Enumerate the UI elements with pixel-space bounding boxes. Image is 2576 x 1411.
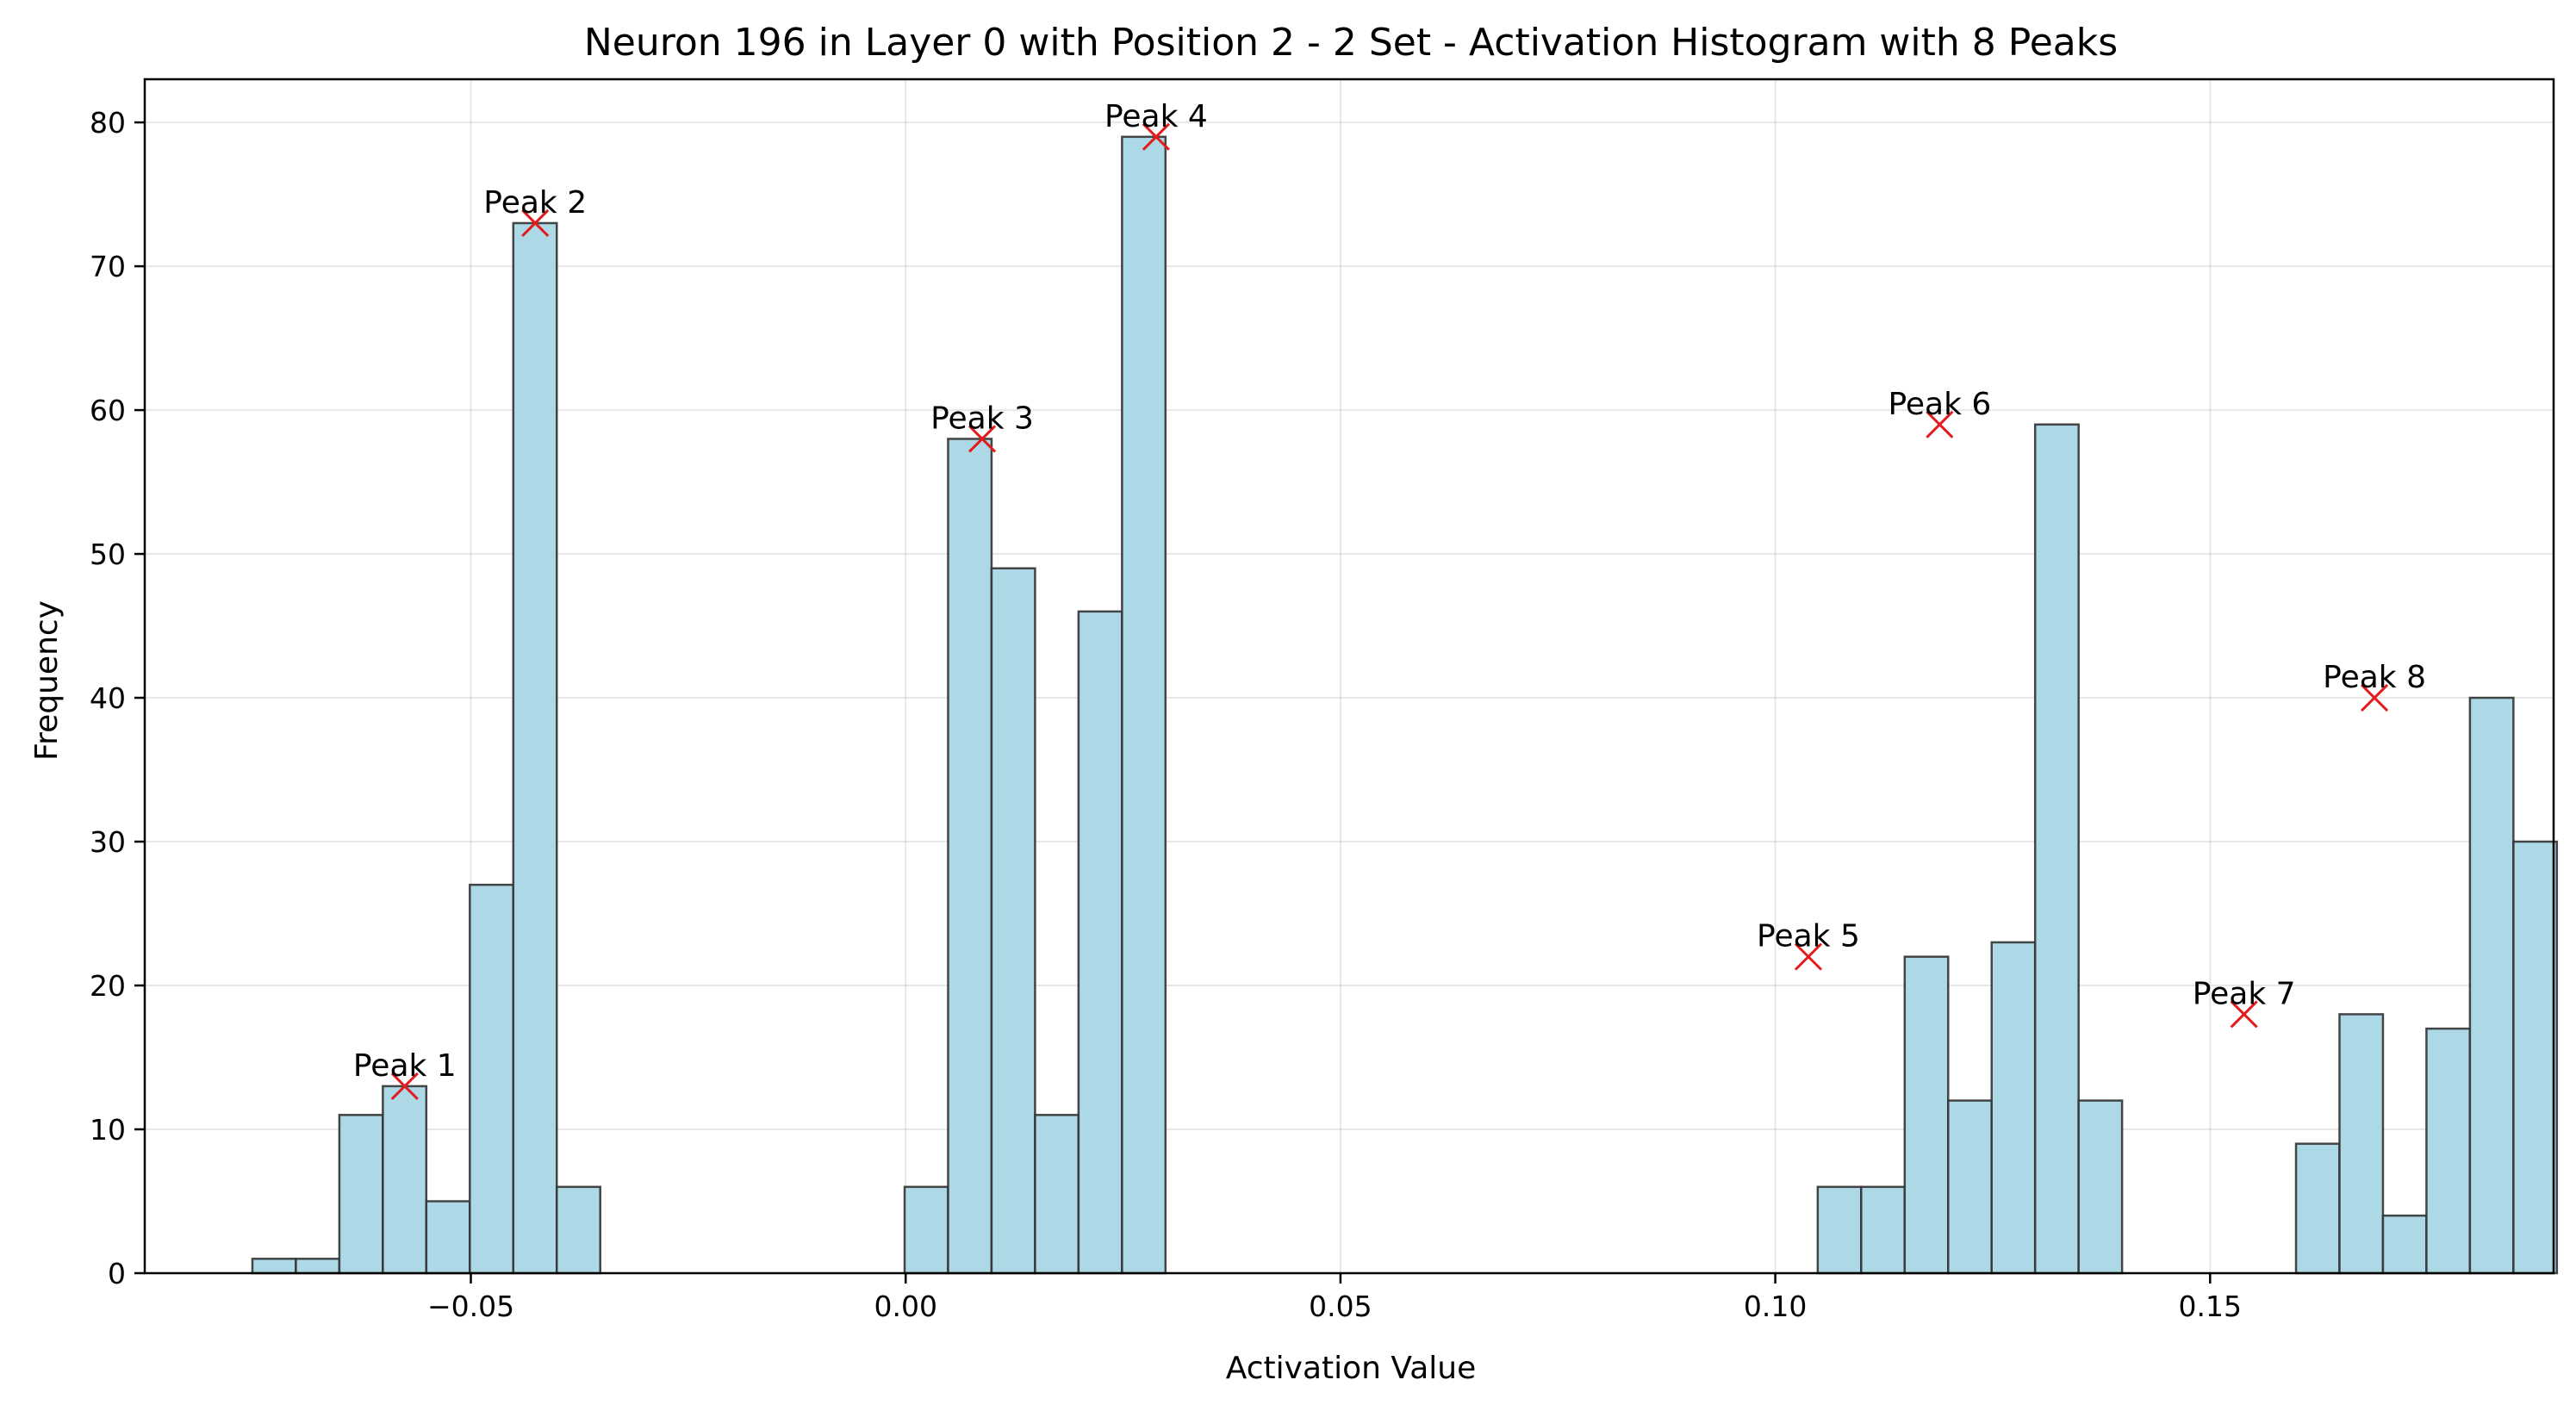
y-tick-label: 0 [108, 1257, 126, 1290]
histogram-bar [512, 221, 558, 1275]
chart-title: Neuron 196 in Layer 0 with Position 2 - … [584, 21, 2118, 65]
x-axis-ticks: −0.05 0.00 0.05 0.10 0.15 [427, 1273, 2242, 1323]
peak-label: Peak 3 [930, 401, 1034, 436]
peak-label: Peak 8 [2323, 660, 2426, 695]
peak-markers: Peak 1 Peak 2 Peak 3 Peak 4 Peak 5 Peak 6 Peak… [353, 99, 2426, 1100]
histogram-bar [1034, 1114, 1080, 1275]
histogram-bar [1860, 1185, 1907, 1275]
x-axis-label: Activation Value [1226, 1351, 1477, 1386]
y-tick-label: 80 [90, 106, 126, 140]
y-tick-label: 60 [90, 394, 126, 427]
histogram-bar [2512, 840, 2559, 1275]
x-tick-label: 0.15 [2179, 1290, 2242, 1323]
peak-label: Peak 7 [2193, 976, 2296, 1011]
histogram-bar [1816, 1185, 1863, 1275]
histogram-bar [2294, 1142, 2341, 1275]
histogram-bar [2381, 1214, 2428, 1275]
x-tick-label: 0.05 [1309, 1290, 1372, 1323]
histogram-bar [382, 1085, 428, 1275]
y-tick-label: 10 [90, 1113, 126, 1147]
histogram-bar [1947, 1099, 1993, 1275]
peak-label: Peak 1 [353, 1048, 457, 1084]
histogram-bar [1903, 955, 1950, 1275]
histogram-bar [2468, 696, 2515, 1275]
histogram-bar [338, 1114, 384, 1275]
histogram-bar [1990, 941, 2037, 1275]
peak-marker [2230, 1000, 2258, 1029]
y-tick-label: 40 [90, 681, 126, 715]
y-tick-label: 20 [90, 969, 126, 1003]
histogram-bar [251, 1258, 297, 1275]
peak-label: Peak 2 [483, 185, 587, 221]
y-tick-label: 70 [90, 250, 126, 283]
peak-marker [2361, 683, 2389, 712]
peak-marker [390, 1072, 419, 1100]
x-tick-label: −0.05 [427, 1290, 514, 1323]
histogram-bar [295, 1258, 341, 1275]
histogram-bar [2033, 423, 2080, 1275]
y-tick-label: 30 [90, 825, 126, 859]
histogram-bar [1077, 610, 1123, 1275]
histogram-bar [947, 438, 993, 1275]
histogram-bar [1121, 135, 1167, 1275]
x-tick-label: 0.10 [1744, 1290, 1807, 1323]
histogram-bar [990, 567, 1036, 1275]
histogram-bar [2425, 1027, 2472, 1275]
y-axis-label: Frequency [29, 600, 65, 761]
histogram-bar [555, 1185, 601, 1275]
y-tick-label: 50 [90, 538, 126, 571]
histogram-bar [903, 1185, 949, 1275]
peak-marker [521, 208, 550, 238]
peak-label: Peak 5 [1757, 919, 1860, 954]
peak-marker [1794, 942, 1823, 971]
plot-frame [143, 78, 2555, 1275]
peak-marker [968, 425, 997, 453]
y-axis-ticks: 0 10 20 30 40 50 60 70 80 [90, 106, 145, 1290]
histogram-bar [2338, 1013, 2385, 1275]
histogram-bar [425, 1200, 471, 1275]
peak-marker [1142, 122, 1170, 151]
x-tick-label: 0.00 [874, 1290, 936, 1323]
peak-marker [1926, 410, 1954, 438]
peak-label: Peak 4 [1104, 99, 1208, 134]
histogram-bar [469, 883, 515, 1275]
histogram-bars [251, 135, 2559, 1275]
peak-label: Peak 6 [1888, 387, 1991, 422]
histogram-bar [2077, 1099, 2124, 1275]
